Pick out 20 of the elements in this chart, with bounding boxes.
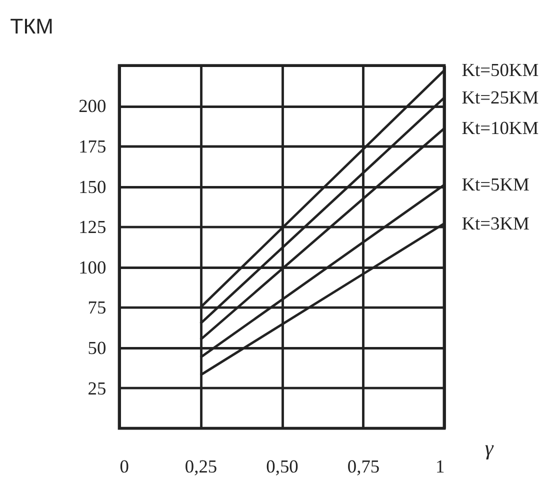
y-tick-label: 200 <box>78 96 106 116</box>
x-axis-title: γ <box>484 436 494 460</box>
y-tick-label: 150 <box>78 176 106 197</box>
chart-title: ТКМ <box>10 14 54 39</box>
x-tick-label: 0,25 <box>184 456 218 476</box>
y-tick-label: 175 <box>78 136 106 156</box>
series-label: Kt=3KM <box>462 213 530 234</box>
series-label: Kt=50KM <box>462 60 539 80</box>
series-label: Kt=10KM <box>462 118 539 138</box>
x-tick-label: 1 <box>436 456 445 476</box>
y-tick-label: 25 <box>88 378 106 398</box>
x-tick-label: 0 <box>120 456 129 476</box>
y-tick-label: 125 <box>78 217 106 238</box>
y-tick-label: 100 <box>78 257 106 278</box>
x-tick-label: 0,75 <box>347 456 380 476</box>
series-label: Kt=5KM <box>462 174 530 195</box>
x-tick-label: 0,50 <box>266 456 298 476</box>
series-label: Kt=25KM <box>462 88 539 108</box>
y-tick-label: 50 <box>88 338 106 358</box>
y-tick-label: 75 <box>88 298 106 318</box>
